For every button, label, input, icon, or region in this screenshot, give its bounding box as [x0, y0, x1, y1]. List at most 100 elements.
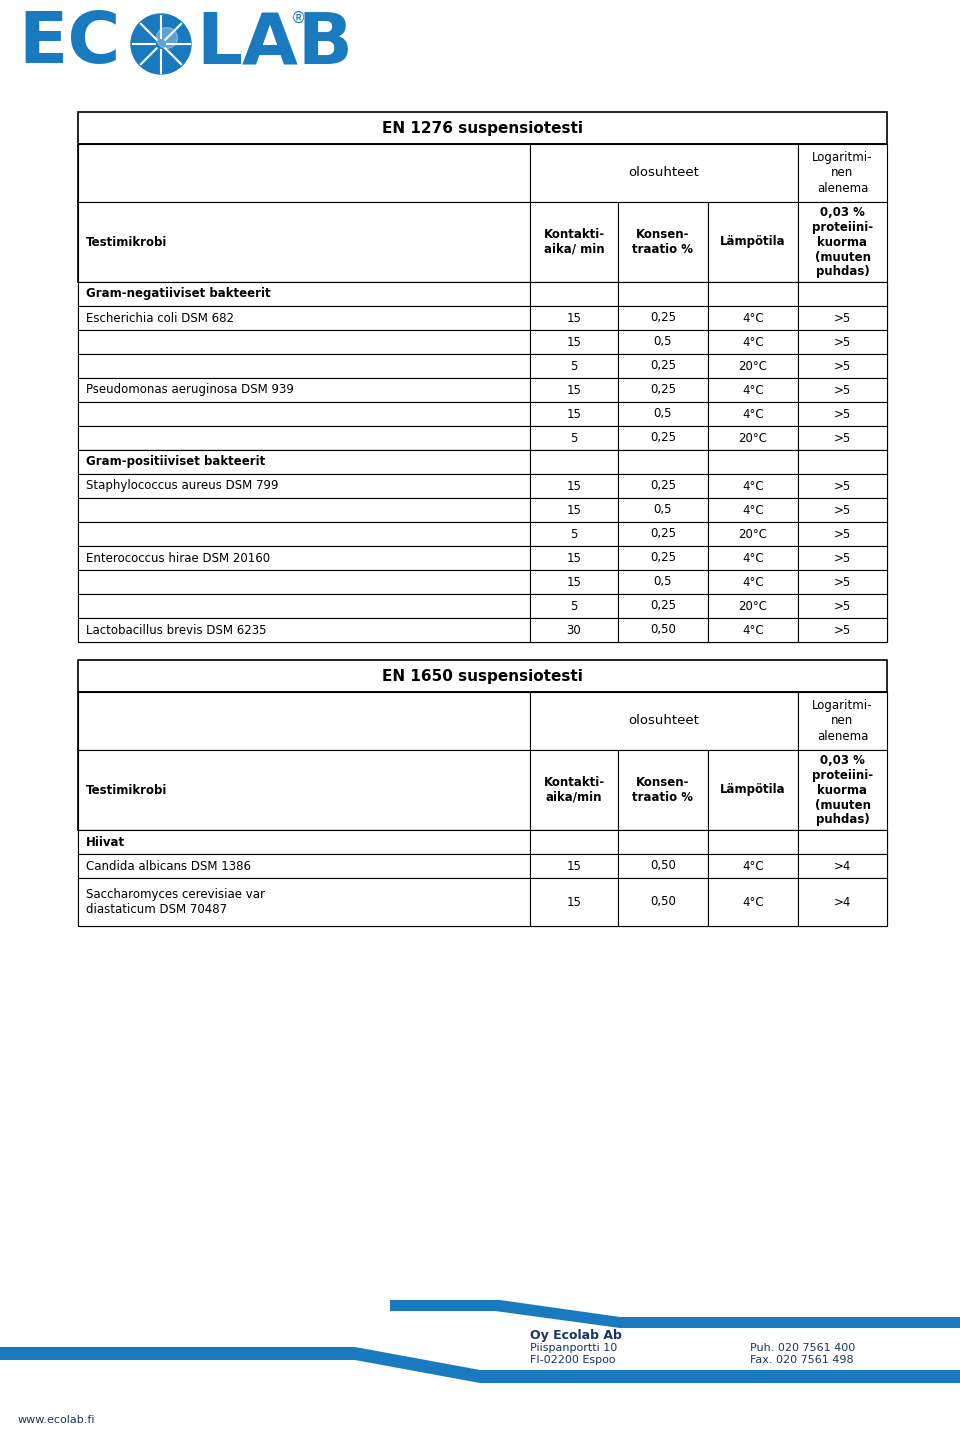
- Bar: [798, 353, 887, 378]
- Bar: [78, 750, 887, 830]
- Bar: [618, 426, 708, 449]
- Bar: [78, 449, 887, 474]
- Text: 30: 30: [566, 624, 582, 637]
- Bar: [530, 426, 618, 449]
- Text: Kontakti-
aika/ min: Kontakti- aika/ min: [543, 228, 605, 256]
- Bar: [78, 402, 887, 426]
- Text: 5: 5: [570, 600, 578, 612]
- Text: 15: 15: [566, 384, 582, 396]
- Bar: [708, 594, 798, 618]
- Bar: [618, 618, 708, 643]
- Bar: [798, 547, 887, 570]
- Text: 4°C: 4°C: [742, 575, 764, 588]
- Text: olosuhteet: olosuhteet: [629, 166, 700, 179]
- Bar: [78, 750, 530, 830]
- Bar: [530, 570, 618, 594]
- Text: >5: >5: [834, 432, 852, 445]
- Text: Candida albicans DSM 1386: Candida albicans DSM 1386: [86, 860, 251, 873]
- Bar: [78, 594, 887, 618]
- Text: 0,25: 0,25: [650, 528, 676, 541]
- Bar: [530, 378, 618, 402]
- Text: Fax. 020 7561 498: Fax. 020 7561 498: [750, 1355, 853, 1365]
- Bar: [798, 402, 887, 426]
- Text: FI-02200 Espoo: FI-02200 Espoo: [530, 1355, 615, 1365]
- Text: 0,50: 0,50: [650, 896, 676, 909]
- Bar: [530, 282, 618, 306]
- Text: Staphylococcus aureus DSM 799: Staphylococcus aureus DSM 799: [86, 479, 278, 492]
- Bar: [618, 282, 708, 306]
- Bar: [530, 498, 618, 522]
- Bar: [618, 854, 708, 879]
- Text: >5: >5: [834, 504, 852, 517]
- Bar: [708, 879, 798, 926]
- Bar: [708, 750, 798, 830]
- Text: www.ecolab.fi: www.ecolab.fi: [18, 1415, 95, 1425]
- Bar: [618, 449, 708, 474]
- Bar: [618, 750, 708, 830]
- Bar: [708, 306, 798, 331]
- Text: 0,25: 0,25: [650, 312, 676, 325]
- Text: 5: 5: [570, 359, 578, 372]
- Bar: [78, 353, 530, 378]
- Bar: [708, 474, 798, 498]
- Text: 0,25: 0,25: [650, 384, 676, 396]
- Text: 5: 5: [570, 528, 578, 541]
- Text: 4°C: 4°C: [742, 624, 764, 637]
- Text: Saccharomyces cerevisiae var
diastaticum DSM 70487: Saccharomyces cerevisiae var diastaticum…: [86, 889, 265, 916]
- Bar: [618, 402, 708, 426]
- Text: Gram-positiiviset bakteerit: Gram-positiiviset bakteerit: [86, 455, 265, 468]
- Bar: [798, 594, 887, 618]
- Bar: [618, 498, 708, 522]
- Bar: [530, 594, 618, 618]
- Bar: [708, 570, 798, 594]
- Bar: [530, 854, 618, 879]
- Bar: [708, 498, 798, 522]
- Text: 5: 5: [570, 432, 578, 445]
- Text: 4°C: 4°C: [742, 384, 764, 396]
- Bar: [708, 378, 798, 402]
- Text: olosuhteet: olosuhteet: [629, 714, 700, 727]
- Bar: [708, 402, 798, 426]
- Circle shape: [131, 14, 191, 74]
- Bar: [798, 282, 887, 306]
- Text: >5: >5: [834, 600, 852, 612]
- Text: Hiivat: Hiivat: [86, 836, 125, 849]
- Bar: [708, 202, 798, 282]
- Bar: [798, 426, 887, 449]
- Bar: [798, 202, 887, 282]
- Text: Konsen-
traatio %: Konsen- traatio %: [633, 228, 693, 256]
- Text: ®: ®: [291, 10, 306, 26]
- Text: Testimikrobi: Testimikrobi: [86, 784, 167, 797]
- Bar: [798, 145, 887, 202]
- Polygon shape: [390, 1299, 960, 1328]
- Bar: [78, 145, 887, 202]
- Circle shape: [156, 27, 178, 49]
- Bar: [618, 594, 708, 618]
- Text: Puh. 020 7561 400: Puh. 020 7561 400: [750, 1344, 855, 1352]
- Bar: [530, 474, 618, 498]
- Bar: [78, 830, 530, 854]
- Bar: [530, 750, 618, 830]
- Bar: [618, 306, 708, 331]
- Text: Enterococcus hirae DSM 20160: Enterococcus hirae DSM 20160: [86, 551, 270, 564]
- Text: 20°C: 20°C: [738, 432, 767, 445]
- Text: Escherichia coli DSM 682: Escherichia coli DSM 682: [86, 312, 234, 325]
- Text: Lämpötila: Lämpötila: [720, 784, 786, 797]
- Text: 15: 15: [566, 479, 582, 492]
- Bar: [798, 522, 887, 547]
- Text: >5: >5: [834, 384, 852, 396]
- Bar: [618, 474, 708, 498]
- Text: 20°C: 20°C: [738, 528, 767, 541]
- Text: 4°C: 4°C: [742, 551, 764, 564]
- Bar: [798, 449, 887, 474]
- Text: 0,50: 0,50: [650, 860, 676, 873]
- Text: Logaritmi-
nen
alenema: Logaritmi- nen alenema: [812, 152, 873, 195]
- Text: Testimikrobi: Testimikrobi: [86, 236, 167, 249]
- Text: EC: EC: [18, 10, 120, 79]
- Text: >5: >5: [834, 335, 852, 349]
- Text: Lactobacillus brevis DSM 6235: Lactobacillus brevis DSM 6235: [86, 624, 267, 637]
- Bar: [530, 202, 618, 282]
- Text: >5: >5: [834, 312, 852, 325]
- Text: 4°C: 4°C: [742, 479, 764, 492]
- Text: >4: >4: [834, 896, 852, 909]
